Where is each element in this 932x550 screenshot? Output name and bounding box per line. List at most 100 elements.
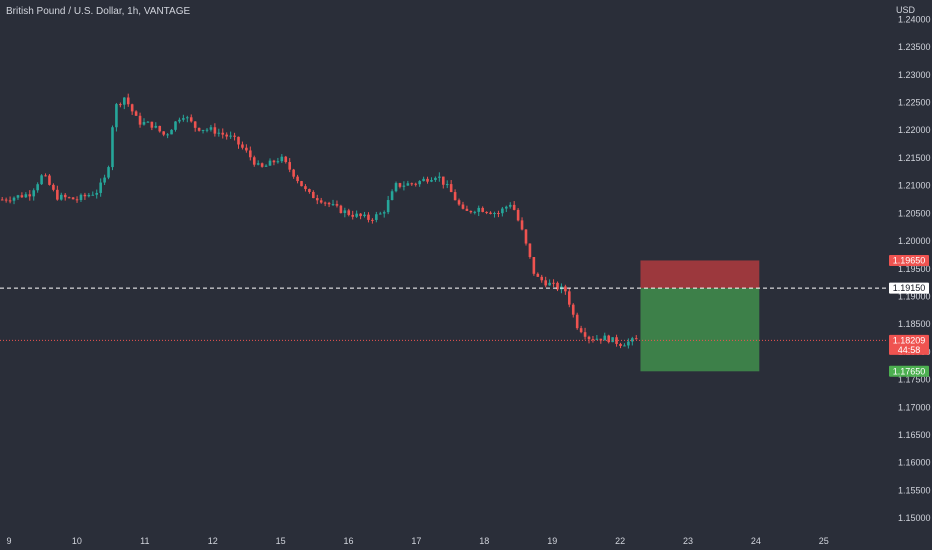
candle-body: [59, 194, 63, 200]
candle-body: [48, 175, 51, 185]
candle-body: [587, 336, 591, 340]
x-tick-label: 15: [276, 536, 286, 546]
candle-body: [83, 194, 87, 197]
y-tick-label: 1.17500: [898, 375, 931, 385]
stop-price-badge-text: 1.19650: [893, 255, 926, 265]
candle-body: [343, 210, 347, 214]
candle-body: [623, 345, 626, 347]
candle-body: [619, 343, 622, 347]
candle-body: [170, 129, 173, 135]
candle-body: [552, 282, 555, 284]
candle-body: [162, 131, 165, 135]
y-tick-label: 1.17000: [898, 402, 931, 412]
candle-body: [197, 127, 201, 131]
candle-body: [24, 194, 28, 198]
stop-loss-zone[interactable]: [640, 260, 760, 289]
candle-body: [56, 189, 59, 200]
candle-body: [564, 286, 567, 292]
candle-body: [245, 147, 248, 151]
candle-body: [111, 127, 114, 168]
candle-body: [422, 178, 425, 182]
candle-body: [32, 190, 36, 197]
currency-label: USD: [896, 5, 916, 15]
candle-body: [296, 176, 299, 182]
candle-body: [449, 184, 453, 193]
candle-body: [87, 194, 91, 197]
candle-body: [430, 180, 433, 182]
entry-price-badge: [889, 282, 929, 294]
candle-body: [95, 192, 99, 195]
x-tick-label: 9: [6, 536, 11, 546]
candle-body: [438, 176, 441, 178]
x-tick-label: 11: [140, 536, 149, 546]
candle-body: [315, 198, 319, 201]
candle-body: [63, 194, 67, 198]
candle-body: [493, 213, 496, 215]
candle-body: [426, 178, 429, 182]
candle-body: [150, 121, 154, 128]
y-tick-label: 1.21500: [898, 153, 931, 163]
y-tick-label: 1.18500: [898, 319, 931, 329]
x-tick-label: 18: [479, 536, 489, 546]
candle-body: [607, 335, 610, 343]
target-price-badge-text: 1.17650: [893, 366, 926, 376]
candle-body: [241, 144, 244, 148]
y-tick-label: 1.16500: [898, 430, 931, 440]
candle-body: [233, 135, 236, 137]
candle-body: [508, 204, 512, 207]
candle-body: [457, 200, 461, 205]
candle-body: [355, 213, 358, 217]
candle-body: [441, 176, 445, 185]
target-price-badge: [889, 365, 929, 377]
y-tick-label: 1.19500: [898, 264, 931, 274]
candle-body: [634, 338, 638, 340]
candle-body: [351, 214, 355, 217]
take-profit-zone[interactable]: [640, 288, 760, 372]
candle-body: [575, 314, 579, 329]
candle-body: [631, 338, 634, 342]
x-tick-label: 17: [411, 536, 421, 546]
x-tick-label: 23: [683, 536, 693, 546]
candle-body: [497, 213, 500, 215]
candle-body: [75, 199, 79, 201]
candle-body: [209, 127, 213, 130]
candle-body: [489, 212, 492, 214]
candle-body: [158, 125, 162, 132]
candle-body: [16, 195, 20, 198]
candle-body: [347, 210, 351, 215]
candle-body: [205, 129, 209, 131]
x-tick-label: 25: [819, 536, 829, 546]
candle-body: [249, 150, 252, 158]
candle-body: [122, 97, 126, 105]
candle-body: [40, 175, 43, 185]
y-tick-label: 1.19000: [898, 291, 931, 301]
candle-body: [0, 199, 4, 201]
candle-body: [146, 121, 150, 123]
x-tick-label: 10: [72, 536, 82, 546]
chart-title: British Pound / U.S. Dollar, 1h, VANTAGE: [6, 6, 191, 17]
candle-body: [520, 220, 524, 230]
candle-body: [524, 229, 528, 244]
candle-body: [4, 199, 8, 201]
candle-body: [378, 213, 382, 215]
candle-body: [627, 341, 630, 346]
y-tick-label: 1.20500: [898, 208, 931, 218]
candle-body: [79, 194, 83, 201]
candle-body: [339, 205, 343, 214]
candle-body: [375, 214, 378, 220]
candle-body: [591, 339, 595, 341]
candle-body: [516, 209, 520, 221]
x-tick-label: 16: [343, 536, 353, 546]
current-price-badge-countdown: 44:58: [898, 345, 921, 355]
y-tick-label: 1.22000: [898, 125, 931, 135]
candle-body: [603, 335, 607, 341]
entry-price-badge-text: 1.19150: [893, 283, 926, 293]
candle-body: [583, 332, 587, 337]
candle-body: [154, 125, 158, 128]
candle-body: [8, 200, 12, 202]
candle-body: [142, 122, 146, 125]
candle-body: [394, 183, 398, 192]
candle-body: [217, 132, 221, 134]
candle-body: [331, 204, 335, 206]
